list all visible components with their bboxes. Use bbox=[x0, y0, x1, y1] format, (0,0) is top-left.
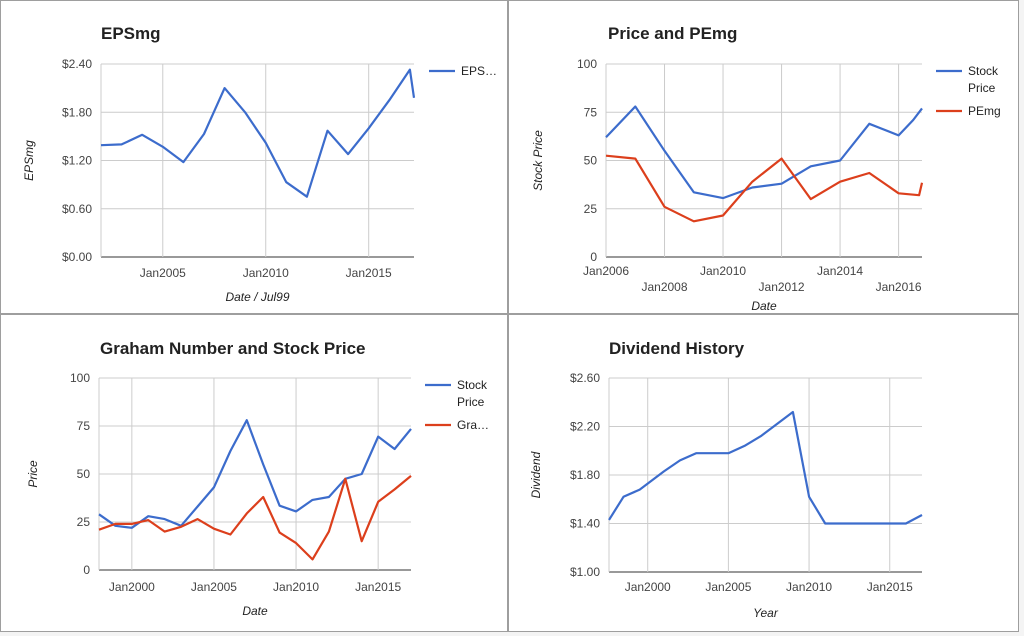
chart-panel-graham: Graham Number and Stock Price 0 25 50 75 100 J… bbox=[0, 314, 508, 632]
chart-panel-dividend: Dividend History $1.00 $1.40 $1.80 $2.20 $2.6… bbox=[508, 314, 1019, 632]
x-tick-label: Jan2000 bbox=[625, 580, 671, 594]
y-tick-label: $0.00 bbox=[62, 250, 92, 264]
x-tick-label: Jan2000 bbox=[109, 580, 155, 594]
x-axis-title: Year bbox=[753, 606, 779, 620]
bottom-margin-strip bbox=[0, 632, 1024, 636]
y-axis-title: Price bbox=[26, 460, 40, 488]
y-axis-title: Dividend bbox=[529, 451, 543, 498]
y-tick-label: $0.60 bbox=[62, 202, 92, 216]
legend-label: PEmg bbox=[968, 104, 1001, 118]
y-tick-label: 50 bbox=[584, 154, 598, 168]
series-line-1 bbox=[100, 68, 416, 198]
x-axis-title: Date / Jul99 bbox=[225, 290, 289, 304]
x-tick-label: Jan2010 bbox=[786, 580, 832, 594]
chart-dividend-history: Dividend History $1.00 $1.40 $1.80 $2.20 $2.6… bbox=[529, 339, 923, 620]
y-tick-label: 25 bbox=[584, 202, 598, 216]
y-axis-title: Stock Price bbox=[531, 130, 545, 191]
x-tick-label: Jan2012 bbox=[759, 280, 805, 294]
y-tick-label: 25 bbox=[77, 515, 91, 529]
chart-title: Graham Number and Stock Price bbox=[100, 339, 365, 358]
chart-epsmg: EPSmg $0.00 $0.60 $1.20 $1.80 $2.40 Jan2005 Jan… bbox=[22, 24, 497, 304]
x-tick-label: Jan2015 bbox=[346, 266, 392, 280]
y-tick-label: 75 bbox=[584, 105, 598, 119]
y-tick-label: 75 bbox=[77, 419, 91, 433]
y-tick-label: 100 bbox=[577, 57, 597, 71]
series-line-2 bbox=[605, 154, 924, 223]
y-tick-label: $2.40 bbox=[62, 57, 92, 71]
y-tick-label: $1.40 bbox=[570, 517, 600, 531]
chart-panel-price-pemg: Price and PEmg 0 25 50 75 100 Jan2006 Jan2008 Ja… bbox=[508, 0, 1019, 314]
y-tick-label: $1.20 bbox=[62, 154, 92, 168]
chart-graham-number: Graham Number and Stock Price 0 25 50 75 100 J… bbox=[26, 339, 489, 618]
chart-title: Dividend History bbox=[609, 339, 745, 358]
chart-price-pemg: Price and PEmg 0 25 50 75 100 Jan2006 Jan2008 Ja… bbox=[531, 24, 1001, 313]
legend-label: Stock Price bbox=[457, 378, 488, 409]
x-tick-label: Jan2010 bbox=[243, 266, 289, 280]
y-tick-label: $2.20 bbox=[570, 420, 600, 434]
x-axis-title: Date bbox=[751, 299, 777, 313]
legend-label: EPS… bbox=[461, 64, 497, 78]
right-margin-strip bbox=[1019, 0, 1024, 636]
y-tick-label: 0 bbox=[83, 563, 90, 577]
x-tick-label: Jan2010 bbox=[700, 264, 746, 278]
legend-label: Gra… bbox=[457, 418, 489, 432]
x-tick-label: Jan2016 bbox=[876, 280, 922, 294]
x-axis-title: Date bbox=[242, 604, 268, 618]
x-tick-label: Jan2010 bbox=[273, 580, 319, 594]
legend-label: Stock Price bbox=[968, 64, 999, 95]
series-line-1 bbox=[98, 419, 412, 529]
x-tick-label: Jan2015 bbox=[867, 580, 913, 594]
y-tick-label: $1.80 bbox=[62, 105, 92, 119]
x-tick-label: Jan2014 bbox=[817, 264, 863, 278]
y-tick-label: $1.00 bbox=[570, 565, 600, 579]
x-tick-label: Jan2015 bbox=[355, 580, 401, 594]
x-tick-label: Jan2005 bbox=[191, 580, 237, 594]
x-tick-label: Jan2005 bbox=[705, 580, 751, 594]
y-tick-label: 50 bbox=[77, 467, 91, 481]
chart-panel-epsmg: EPSmg $0.00 $0.60 $1.20 $1.80 $2.40 Jan2005 Jan… bbox=[0, 0, 508, 314]
y-tick-label: 0 bbox=[590, 250, 597, 264]
x-tick-label: Jan2008 bbox=[641, 280, 687, 294]
series-line-2 bbox=[98, 475, 412, 561]
y-tick-label: $1.80 bbox=[570, 468, 600, 482]
chart-title: EPSmg bbox=[101, 24, 161, 43]
chart-title: Price and PEmg bbox=[608, 24, 737, 43]
x-tick-label: Jan2005 bbox=[140, 266, 186, 280]
y-tick-label: 100 bbox=[70, 371, 90, 385]
series-line-1 bbox=[608, 410, 923, 525]
x-tick-label: Jan2006 bbox=[583, 264, 629, 278]
y-tick-label: $2.60 bbox=[570, 371, 600, 385]
series-line-1 bbox=[605, 105, 923, 200]
y-axis-title: EPSmg bbox=[22, 140, 36, 181]
